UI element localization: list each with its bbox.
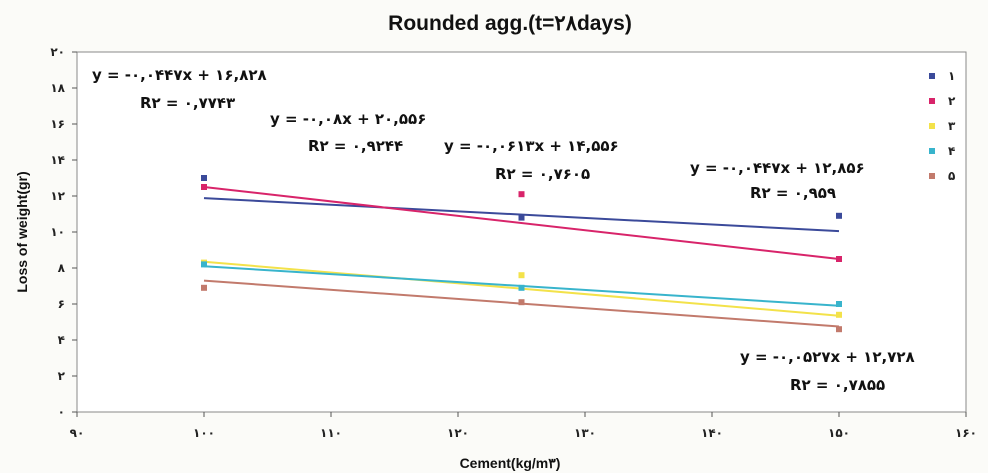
y-tick-label: ۰: [58, 405, 65, 419]
x-tick-label: ۱۰۰: [193, 426, 215, 440]
legend-label: ۴: [948, 144, 955, 158]
x-axis-title: Cement(kg/m۳): [460, 455, 561, 471]
y-tick-label: ۸: [58, 261, 66, 275]
r-squared-value: R۲ = ۰,۹۲۴۴: [308, 137, 403, 155]
trend-equation: y = -۰,۰۴۴۷x + ۱۶,۸۲۸: [92, 66, 267, 84]
trend-equation: y = -۰,۰۴۴۷x + ۱۲,۸۵۶: [690, 159, 865, 177]
data-point: [836, 301, 842, 307]
data-points: [201, 175, 842, 333]
y-axis-title: Loss of weight(gr): [14, 171, 30, 292]
trend-equation: y = -۰,۰۵۲۷x + ۱۲,۷۲۸: [740, 348, 915, 366]
r-squared-value: R۲ = ۰,۷۸۵۵: [790, 376, 885, 394]
y-tick-label: ۱۴: [50, 153, 65, 167]
y-tick-label: ۱۲: [50, 189, 65, 203]
r-squared-value: R۲ = ۰,۷۶۰۵: [495, 165, 590, 183]
y-tick-label: ۱۶: [50, 117, 65, 131]
y-tick-label: ۱۰: [50, 225, 65, 239]
plot-area: [76, 51, 967, 413]
data-point: [836, 256, 842, 262]
y-tick-label: ۲: [58, 369, 66, 383]
x-tick-label: ۹۰: [70, 426, 85, 440]
data-point: [518, 299, 525, 306]
x-tick-label: ۱۴۰: [701, 426, 723, 440]
data-point: [201, 175, 207, 181]
trendline: [203, 186, 840, 260]
data-point: [518, 284, 525, 291]
chart-title: Rounded agg.(t=۲۸days): [388, 12, 632, 35]
data-point: [836, 326, 842, 333]
legend-marker: [929, 148, 935, 154]
trend-equation: y = -۰,۰۶۱۳x + ۱۴,۵۵۶: [444, 137, 619, 155]
data-point: [518, 272, 525, 279]
legend: ۱ ۲ ۳ ۴ ۵: [929, 69, 956, 183]
legend-label: ۱: [948, 69, 955, 83]
legend-marker: [929, 73, 935, 79]
data-point: [201, 184, 207, 190]
legend-marker: [929, 123, 935, 129]
r-squared-value: R۲ = ۰,۷۷۴۳: [140, 94, 235, 112]
data-point: [518, 214, 525, 221]
x-tick-label: ۱۶۰: [955, 426, 977, 440]
data-point: [836, 311, 842, 318]
x-tick-label: ۱۱۰: [320, 426, 342, 440]
x-tick-label: ۱۵۰: [828, 426, 850, 440]
x-tick-label: ۱۲۰: [447, 426, 469, 440]
data-point: [836, 212, 842, 219]
legend-marker: [929, 98, 935, 104]
legend-label: ۲: [948, 94, 956, 108]
legend-label: ۳: [948, 119, 956, 133]
r-squared-value: R۲ = ۰,۹۵۹: [750, 184, 836, 202]
data-point: [201, 261, 207, 268]
y-tick-label: ۲۰: [50, 45, 65, 59]
x-tick-label: ۱۳۰: [574, 426, 596, 440]
y-tick-label: ۶: [58, 297, 65, 311]
trend-equation: y = -۰,۰۸x + ۲۰,۵۵۶: [270, 110, 426, 128]
data-point: [518, 191, 525, 198]
equation-annotations: y = -۰,۰۴۴۷x + ۱۶,۸۲۸ R۲ = ۰,۷۷۴۳ y = -۰,۰…: [92, 66, 915, 394]
data-point: [201, 284, 207, 291]
y-tick-label: ۴: [58, 333, 65, 347]
legend-marker: [929, 173, 935, 179]
legend-label: ۵: [948, 169, 955, 183]
y-tick-label: ۱۸: [50, 81, 65, 95]
